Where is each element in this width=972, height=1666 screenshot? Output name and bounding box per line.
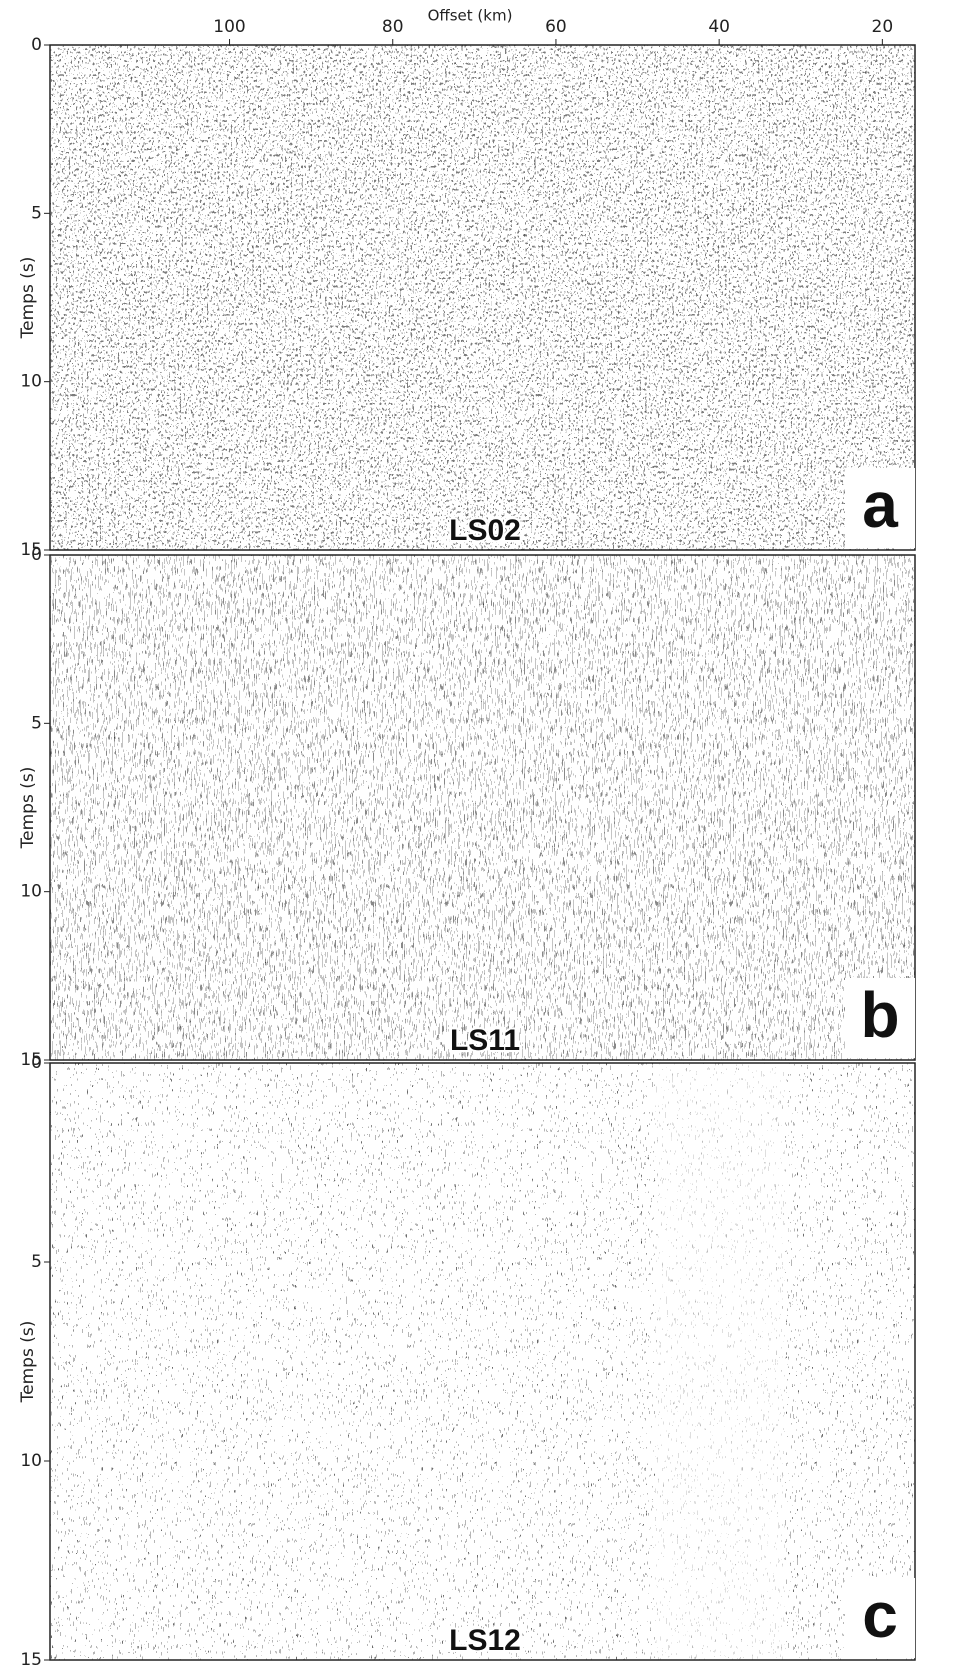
x-axis-label: Offset (km)	[428, 7, 513, 25]
panel-label-box	[845, 978, 915, 1058]
y-tick-label: 10	[20, 882, 42, 902]
y-tick-label: 10	[20, 372, 42, 392]
y-axis-label: Temps (s)	[18, 767, 38, 850]
profile-name: LS02	[449, 514, 521, 547]
x-tick-label: 60	[545, 17, 567, 37]
x-tick-label: 80	[382, 17, 404, 37]
profile-name: LS12	[449, 1624, 521, 1657]
y-tick-label: 5	[31, 1252, 42, 1272]
x-tick-label: 20	[872, 17, 894, 37]
y-axis-label: Temps (s)	[18, 1321, 38, 1404]
frame	[49, 44, 916, 551]
y-axis-label: Temps (s)	[18, 257, 38, 340]
seismic-section	[50, 555, 915, 1060]
frame	[49, 1062, 916, 1661]
profile-name: LS11	[450, 1024, 520, 1057]
y-tick-label: 15	[20, 1050, 42, 1070]
panel-label: a	[862, 469, 898, 541]
y-tick-label: 10	[20, 1451, 42, 1471]
bright-zone	[655, 1063, 785, 1660]
y-tick-label: 15	[20, 1650, 42, 1666]
y-tick-label: 15	[20, 540, 42, 560]
y-tick-label: 5	[31, 203, 42, 223]
frame	[49, 554, 916, 1061]
panel-label-box	[845, 468, 915, 548]
panel-label-box	[845, 1578, 915, 1658]
y-tick-label: 0	[31, 545, 42, 565]
panel-label: b	[860, 979, 899, 1051]
seismic-section	[50, 45, 915, 550]
y-tick-label: 0	[31, 1053, 42, 1073]
x-tick-label: 100	[213, 17, 245, 37]
x-tick-label: 40	[708, 17, 730, 37]
y-tick-label: 0	[31, 35, 42, 55]
seismic-section	[50, 1063, 915, 1660]
y-tick-label: 5	[31, 713, 42, 733]
panel-label: c	[862, 1579, 898, 1651]
